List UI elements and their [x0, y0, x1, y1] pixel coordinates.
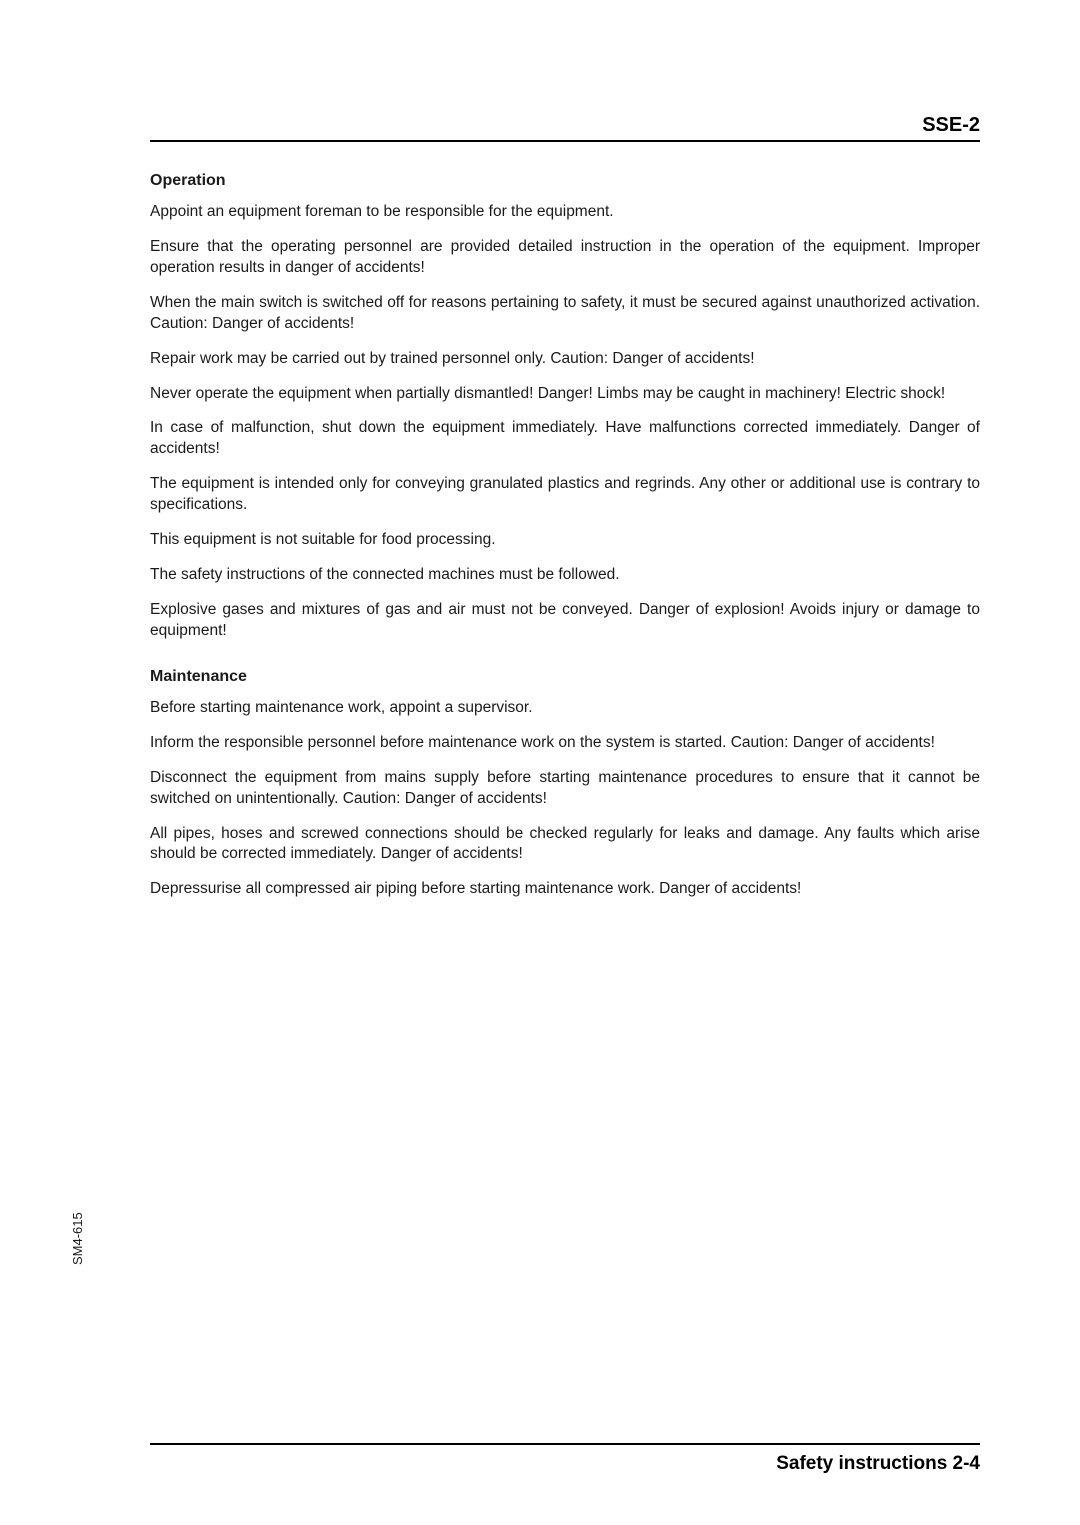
document-page: SSE-2 Operation Appoint an equipment for… — [0, 0, 1080, 1525]
paragraph: The equipment is intended only for conve… — [150, 474, 980, 516]
footer-rule — [150, 1443, 980, 1445]
paragraph: This equipment is not suitable for food … — [150, 530, 980, 551]
section-maintenance: Maintenance Before starting maintenance … — [150, 668, 980, 900]
paragraph: Repair work may be carried out by traine… — [150, 349, 980, 370]
section-operation: Operation Appoint an equipment foreman t… — [150, 172, 980, 642]
paragraph: Ensure that the operating personnel are … — [150, 237, 980, 279]
paragraph: When the main switch is switched off for… — [150, 293, 980, 335]
section-title-operation: Operation — [150, 172, 980, 190]
paragraph: Appoint an equipment foreman to be respo… — [150, 202, 980, 223]
paragraph: The safety instructions of the connected… — [150, 565, 980, 586]
section-title-maintenance: Maintenance — [150, 668, 980, 686]
paragraph: All pipes, hoses and screwed connections… — [150, 824, 980, 866]
footer-label: Safety instructions 2-4 — [776, 1453, 980, 1475]
paragraph: In case of malfunction, shut down the eq… — [150, 418, 980, 460]
paragraph: Before starting maintenance work, appoin… — [150, 698, 980, 719]
paragraph: Depressurise all compressed air piping b… — [150, 879, 980, 900]
header-label: SSE-2 — [922, 114, 980, 137]
side-document-code: SM4-615 — [70, 1212, 85, 1265]
paragraph: Inform the responsible personnel before … — [150, 733, 980, 754]
header-rule: SSE-2 — [150, 140, 980, 142]
paragraph: Never operate the equipment when partial… — [150, 384, 980, 405]
paragraph: Explosive gases and mixtures of gas and … — [150, 600, 980, 642]
paragraph: Disconnect the equipment from mains supp… — [150, 768, 980, 810]
